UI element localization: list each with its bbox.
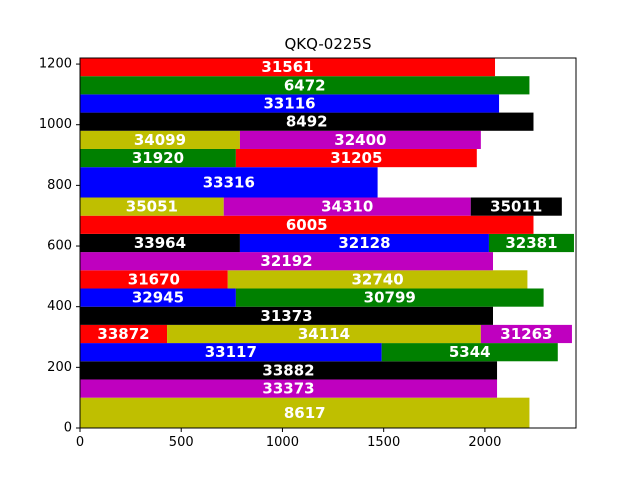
x-tick-label-4: 2000 (468, 435, 501, 450)
bar-segment-6-1 (235, 288, 544, 307)
bar-segment-15-0 (80, 112, 534, 131)
bar-segment-label-7-1: 32740 (352, 270, 404, 288)
bar-segment-label-15-0: 8492 (286, 113, 328, 131)
x-axis: 0 500 1000 1500 2000 (76, 428, 501, 450)
bar-segment-label-14-0: 34099 (134, 131, 186, 149)
bar-segment-12-0 (80, 167, 378, 198)
bar-segment-0-0 (80, 397, 530, 428)
bar-segment-17-0 (80, 76, 530, 95)
x-tick-label-2: 1000 (266, 435, 299, 450)
y-tick-label-4: 800 (47, 178, 72, 193)
bar-segment-label-0-0: 8617 (284, 404, 326, 422)
bar-segment-9-0 (80, 233, 240, 253)
y-tick-label-3: 600 (47, 239, 72, 254)
x-tick-label-3: 1500 (367, 435, 400, 450)
bar-segment-9-2 (488, 233, 574, 253)
bar-segment-4-0 (80, 324, 168, 344)
bar-segment-label-1-0: 33373 (262, 380, 314, 398)
bar-segment-4-1 (167, 324, 481, 344)
bar-segment-11-1 (223, 197, 471, 216)
bar-segment-label-12-0: 33316 (203, 173, 255, 191)
chart-title: QKQ-0225S (285, 35, 372, 53)
bar-segment-9-1 (239, 233, 489, 253)
bar-segment-4-2 (480, 324, 572, 344)
bar-segment-label-13-0: 31920 (132, 149, 184, 167)
bar-segment-label-6-0: 32945 (132, 289, 184, 307)
x-tick-label-1: 500 (169, 435, 194, 450)
bar-segment-5-0 (80, 306, 493, 325)
bar-segment-label-4-1: 34114 (298, 325, 350, 343)
bar-segment-label-11-2: 35011 (490, 198, 542, 216)
bar-segment-2-0 (80, 361, 498, 380)
bar-segment-11-2 (470, 197, 562, 216)
bar-segment-18-0 (80, 58, 496, 77)
bar-segment-10-0 (80, 215, 534, 234)
bar-segment-label-13-1: 31205 (330, 149, 382, 167)
bar-segment-3-1 (381, 343, 558, 362)
bar-segment-16-0 (80, 94, 500, 113)
bar-segment-label-9-1: 32128 (338, 234, 390, 252)
bar-segment-label-4-0: 33872 (97, 325, 149, 343)
bar-segment-8-0 (80, 252, 493, 271)
bar-segment-label-9-0: 33964 (134, 234, 186, 252)
y-axis: 0 200 400 600 800 1000 1200 (39, 57, 80, 436)
bar-segment-14-0 (80, 130, 240, 149)
bar-segment-label-7-0: 31670 (128, 270, 180, 288)
bar-segment-7-1 (227, 270, 528, 289)
bar-segment-13-1 (235, 148, 477, 168)
bars-layer (80, 58, 574, 428)
bar-segment-13-0 (80, 148, 236, 168)
bar-segment-11-0 (80, 197, 224, 216)
bar-segment-1-0 (80, 379, 498, 398)
bar-segment-label-3-0: 33117 (205, 343, 257, 361)
x-tick-label-0: 0 (76, 435, 84, 450)
bar-segment-3-0 (80, 343, 382, 362)
bar-segment-label-9-2: 32381 (505, 234, 557, 252)
bar-segment-label-6-1: 30799 (364, 289, 416, 307)
bar-segment-label-16-0: 33116 (263, 94, 315, 112)
bar-segment-label-18-0: 31561 (261, 58, 313, 76)
y-tick-label-2: 400 (47, 299, 72, 314)
bar-segment-6-0 (80, 288, 236, 307)
bar-segment-label-14-1: 32400 (334, 131, 386, 149)
bar-segment-label-11-0: 35051 (126, 198, 178, 216)
bar-segment-label-17-0: 6472 (284, 76, 326, 94)
bar-segment-label-3-1: 5344 (449, 343, 491, 361)
y-tick-label-1: 200 (47, 360, 72, 375)
bar-segment-label-11-1: 34310 (321, 198, 373, 216)
bar-segment-7-0 (80, 270, 228, 289)
bar-segment-label-10-0: 6005 (286, 216, 328, 234)
bar-segment-label-5-0: 31373 (260, 307, 312, 325)
bar-segment-14-1 (239, 130, 481, 149)
bar-segment-label-4-2: 31263 (500, 325, 552, 343)
y-tick-label-0: 0 (64, 421, 72, 436)
plot-frame (79, 57, 577, 429)
y-tick-label-5: 1000 (39, 117, 72, 132)
y-tick-label-6: 1200 (39, 57, 72, 72)
bar-segment-label-2-0: 33882 (262, 361, 314, 379)
bar-segment-label-8-0: 32192 (260, 252, 312, 270)
